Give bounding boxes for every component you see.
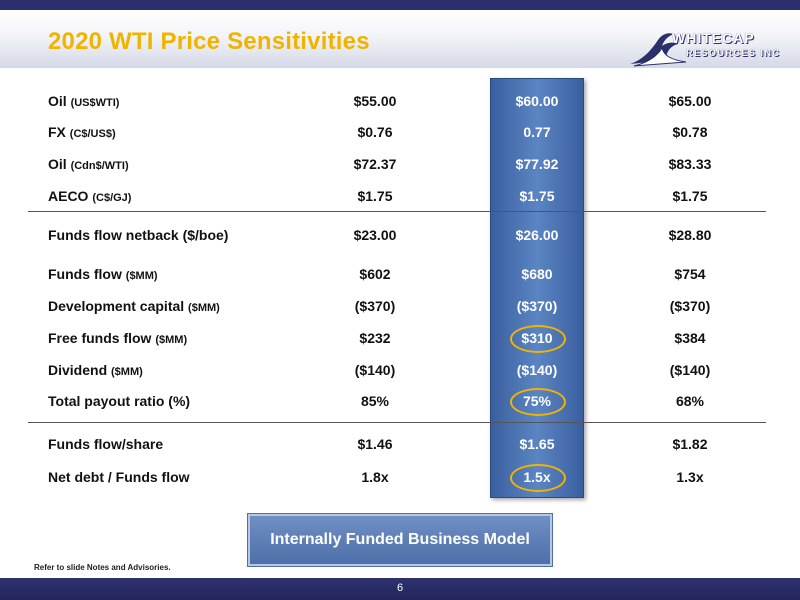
value-high: 68%: [675, 393, 705, 409]
company-logo: WHITECAP RESOURCES INC: [628, 24, 788, 74]
value-base: $1.75: [519, 188, 555, 204]
value-high: ($370): [669, 298, 711, 314]
base-case-highlight-column: [490, 78, 584, 498]
value-low: 1.8x: [361, 469, 389, 485]
table-row: Development capital ($MM) ($370) ($370) …: [0, 294, 800, 318]
section-divider: [28, 422, 766, 423]
value-low: $1.75: [357, 188, 393, 204]
table-row: Funds flow ($MM) $602 $680 $754: [0, 262, 800, 286]
table-row: Funds flow netback ($/boe) $23.00 $26.00…: [0, 223, 800, 247]
value-low: $602: [359, 266, 391, 282]
value-low: 85%: [360, 393, 390, 409]
value-base-circled: $310: [482, 325, 592, 353]
row-label: Net debt / Funds flow: [48, 469, 190, 485]
value-low: $23.00: [353, 227, 397, 243]
value-high: $1.82: [672, 436, 708, 452]
row-label: Funds flow/share: [48, 436, 164, 452]
value-low: $232: [359, 330, 391, 346]
row-label: Oil (Cdn$/WTI): [48, 156, 129, 172]
value-low: ($370): [354, 298, 396, 314]
wave-logo-icon: [630, 33, 687, 67]
row-label: Total payout ratio (%): [48, 393, 191, 409]
slide-header: 2020 WTI Price Sensitivities WHITECAP RE…: [0, 10, 800, 68]
value-low: $0.76: [357, 124, 393, 140]
row-label: AECO (C$/GJ): [48, 188, 132, 204]
value-base: ($140): [516, 362, 558, 378]
row-label: Funds flow ($MM): [48, 266, 158, 282]
table-row: AECO (C$/GJ) $1.75 $1.75 $1.75: [0, 184, 800, 208]
table-row: FX (C$/US$) $0.76 0.77 $0.78: [0, 120, 800, 144]
table-row: Total payout ratio (%) 85% 75% 68%: [0, 388, 800, 416]
value-base: $60.00: [515, 93, 559, 109]
value-high: $1.75: [672, 188, 708, 204]
row-label: FX (C$/US$): [48, 124, 116, 140]
table-row: Oil (Cdn$/WTI) $72.37 $77.92 $83.33: [0, 152, 800, 176]
value-high: 1.3x: [676, 469, 704, 485]
value-low: $72.37: [353, 156, 397, 172]
row-label: Dividend ($MM): [48, 362, 143, 378]
value-high: ($140): [669, 362, 711, 378]
value-base: 0.77: [523, 124, 551, 140]
section-divider: [28, 211, 766, 212]
value-base: $26.00: [515, 227, 559, 243]
slide-footer: 6: [0, 578, 800, 600]
row-label: Oil (US$WTI): [48, 93, 120, 109]
value-base-circled: 75%: [482, 388, 592, 416]
funded-model-callout: Internally Funded Business Model: [248, 514, 552, 566]
value-high: $754: [674, 266, 706, 282]
value-high: $384: [674, 330, 706, 346]
table-row: Oil (US$WTI) $55.00 $60.00 $65.00: [0, 89, 800, 113]
table-row: Net debt / Funds flow 1.8x 1.5x 1.3x: [0, 464, 800, 492]
logo-wordmark: WHITECAP: [672, 30, 755, 46]
value-high: $28.80: [668, 227, 712, 243]
row-label: Funds flow netback ($/boe): [48, 227, 229, 243]
value-base-circled: 1.5x: [482, 464, 592, 492]
value-base: $77.92: [515, 156, 559, 172]
logo-subtitle: RESOURCES INC: [686, 48, 781, 58]
table-row: Dividend ($MM) ($140) ($140) ($140): [0, 358, 800, 382]
row-label: Development capital ($MM): [48, 298, 220, 314]
value-high: $65.00: [668, 93, 712, 109]
top-stripe: [0, 0, 800, 10]
value-base: $680: [521, 266, 553, 282]
value-low: ($140): [354, 362, 396, 378]
slide-title: 2020 WTI Price Sensitivities: [48, 28, 370, 55]
value-base: ($370): [516, 298, 558, 314]
value-high: $0.78: [672, 124, 708, 140]
value-low: $1.46: [357, 436, 393, 452]
footnote: Refer to slide Notes and Advisories.: [34, 563, 171, 572]
table-row: Funds flow/share $1.46 $1.65 $1.82: [0, 432, 800, 456]
page-number: 6: [396, 582, 404, 594]
value-low: $55.00: [353, 93, 397, 109]
table-row: Free funds flow ($MM) $232 $310 $384: [0, 325, 800, 353]
value-high: $83.33: [668, 156, 712, 172]
row-label: Free funds flow ($MM): [48, 330, 188, 346]
value-base: $1.65: [519, 436, 555, 452]
